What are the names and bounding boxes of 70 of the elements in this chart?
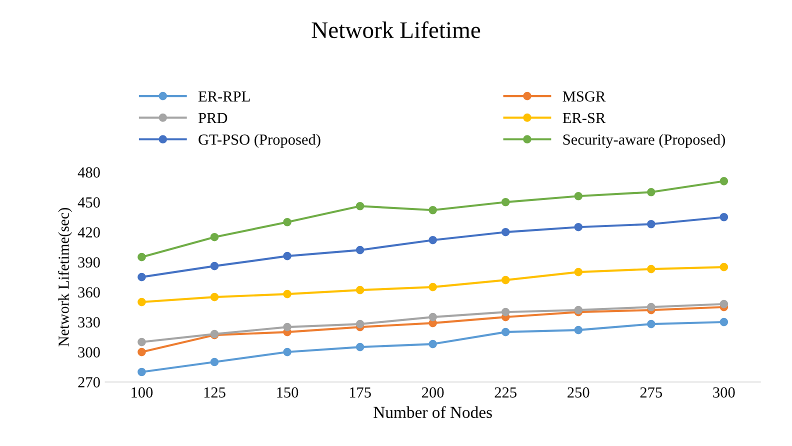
point [646,220,656,228]
point [646,320,656,328]
legend-label: Security-aware (Proposed) [563,134,726,148]
point [283,252,292,260]
x-tick-label: 200 [422,387,444,398]
point [428,282,437,292]
point [501,276,510,284]
x-tick-label: 100 [132,387,153,398]
point [210,262,219,270]
legend-label: GT-PSO (Proposed) [198,134,320,148]
point [646,264,656,274]
chart-title: Network Lifetime [312,21,480,38]
x-tick-label: 250 [568,387,590,398]
point [210,358,219,366]
y-axis-title: Network Lifetime(sec) [58,208,72,346]
point [138,338,146,346]
x-tick-label: 175 [350,387,371,398]
point [720,262,728,272]
point [574,222,583,232]
y-tick-label: 300 [78,347,100,358]
point [356,202,364,210]
point [720,318,728,326]
x-tick-label: 300 [713,387,735,398]
point [283,218,292,226]
legend-label: PRD [198,113,228,124]
legend-label: MSGR [562,91,606,102]
point [138,348,146,356]
point [428,236,437,244]
point [501,228,510,236]
point [283,322,292,332]
point [574,192,583,200]
point [210,232,219,242]
point [501,198,510,206]
legend-label: ER-RPL [198,91,250,102]
y-tick-label: 420 [78,227,100,238]
y-tick-label: 480 [78,167,100,178]
x-axis-title: Number of Nodes [374,406,492,418]
point [646,188,656,196]
point [283,348,292,356]
x-tick-label: 125 [204,387,226,398]
point [138,298,146,306]
y-tick-label: 270 [78,377,100,388]
y-tick-label: 360 [78,287,100,298]
point [720,300,728,308]
y-tick-label: 450 [78,197,100,208]
point [720,176,728,186]
point [428,206,437,214]
point [646,302,656,312]
point [356,320,364,328]
point [138,272,146,282]
y-tick-label: 330 [78,317,100,328]
point [720,212,728,222]
point [574,326,583,334]
legend-label: ER-SR [562,112,606,124]
point [501,328,510,336]
y-tick-label: 390 [78,257,100,268]
point [356,342,364,352]
point [356,286,364,294]
point [356,246,364,254]
point [138,368,146,376]
x-tick-label: 275 [640,387,662,398]
x-tick-label: 225 [494,387,516,398]
point [138,252,146,262]
point [210,292,219,302]
point [428,312,437,322]
x-tick-label: 150 [277,387,298,398]
point [283,290,292,298]
point [574,268,583,276]
point [428,340,437,348]
point [501,308,510,316]
